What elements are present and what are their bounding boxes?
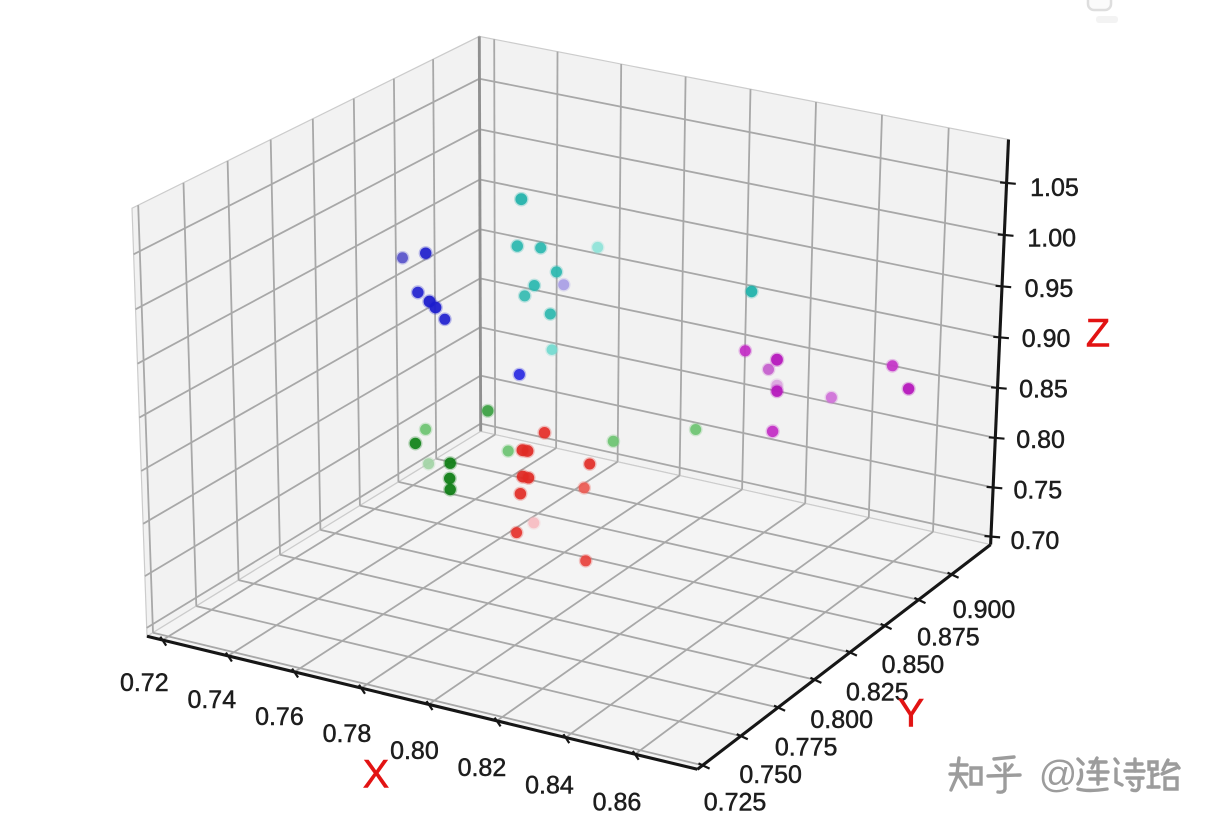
svg-text:0.76: 0.76 (255, 703, 304, 731)
svg-text:0.80: 0.80 (1016, 426, 1065, 454)
svg-text:0.775: 0.775 (775, 734, 838, 762)
svg-text:0.95: 0.95 (1025, 275, 1074, 303)
svg-text:1.00: 1.00 (1027, 224, 1076, 252)
svg-text:0.84: 0.84 (525, 771, 574, 799)
svg-text:Y: Y (898, 692, 925, 736)
svg-text:0.850: 0.850 (882, 651, 945, 679)
svg-text:0.800: 0.800 (810, 706, 873, 734)
svg-text:0.78: 0.78 (323, 720, 372, 748)
svg-text:0.75: 0.75 (1013, 476, 1062, 504)
svg-text:0.85: 0.85 (1019, 376, 1068, 404)
svg-text:Z: Z (1086, 312, 1110, 356)
svg-text:0.725: 0.725 (704, 789, 767, 817)
svg-text:0.825: 0.825 (846, 679, 909, 707)
svg-text:X: X (363, 753, 390, 797)
svg-text:0.86: 0.86 (593, 788, 642, 816)
svg-text:0.72: 0.72 (120, 669, 169, 697)
svg-text:0.74: 0.74 (187, 686, 236, 714)
svg-text:0.750: 0.750 (739, 761, 802, 789)
svg-text:0.70: 0.70 (1011, 527, 1060, 555)
svg-text:0.875: 0.875 (917, 624, 980, 652)
svg-text:0.82: 0.82 (458, 754, 507, 782)
svg-text:0.90: 0.90 (1022, 325, 1071, 353)
svg-text:0.900: 0.900 (953, 596, 1016, 624)
svg-text:0.80: 0.80 (390, 737, 439, 765)
svg-text:1.05: 1.05 (1030, 174, 1079, 202)
svg-text:@: @ (1039, 754, 1078, 796)
